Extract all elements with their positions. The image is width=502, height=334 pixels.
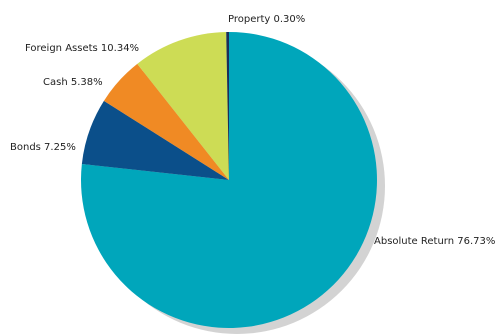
- slice-label-bonds: Bonds 7.25%: [10, 142, 76, 153]
- pie-slice-foreign-assets[interactable]: [137, 32, 229, 180]
- pie-slice-property[interactable]: [226, 32, 229, 180]
- pie-slice-cash[interactable]: [103, 63, 229, 181]
- pie-slice-bonds[interactable]: [81, 100, 229, 180]
- slice-label-cash: Cash 5.38%: [43, 77, 103, 88]
- slice-label-absolute-return: Absolute Return 76.73%: [374, 236, 495, 247]
- slice-label-foreign-assets: Foreign Assets 10.34%: [25, 43, 139, 54]
- pie-slice-layer: [81, 32, 377, 328]
- slice-label-property: Property 0.30%: [228, 14, 305, 25]
- pie-label-layer: Absolute Return 76.73% Bonds 7.25% Cash …: [10, 14, 495, 247]
